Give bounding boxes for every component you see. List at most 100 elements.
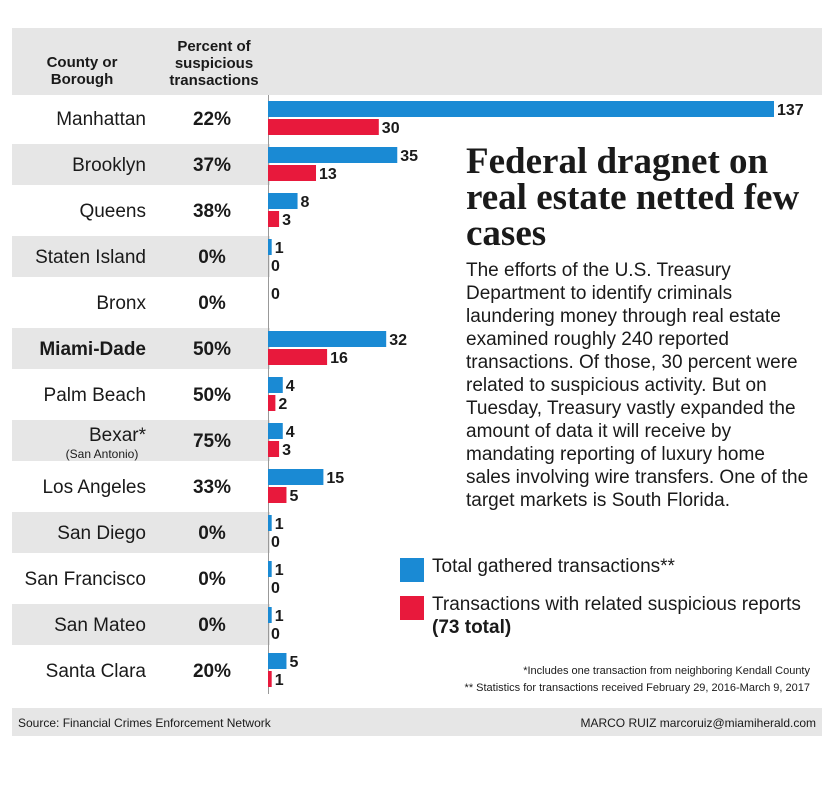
footnote-date-range: ** Statistics for transactions received … [464, 682, 810, 694]
legend-swatch-total [400, 558, 424, 582]
bar-suspicious [268, 211, 280, 227]
legend-swatch-suspicious [400, 596, 424, 620]
data-label-total: 4 [286, 378, 295, 395]
percent-value: 0% [198, 569, 226, 590]
table-row: Manhattan 22% [12, 98, 270, 139]
table-row: Palm Beach 50% [12, 374, 270, 415]
author-credit: MARCO RUIZ marcoruiz@miamiherald.com [580, 716, 816, 730]
data-label-total: 15 [326, 470, 344, 487]
bar-suspicious [268, 395, 276, 411]
column-header-band: County or Borough Percent of suspicious … [12, 28, 822, 95]
bar-axis-line [268, 95, 269, 694]
percent-value: 0% [198, 523, 226, 544]
data-label-total: 32 [389, 332, 407, 349]
table-row: Bronx 0% [12, 282, 270, 323]
chart-body-text: The efforts of the U.S. Treasury Departm… [466, 260, 809, 511]
county-name: Los Angeles [42, 477, 146, 498]
bar-suspicious [268, 119, 379, 135]
bar-suspicious [268, 349, 328, 365]
data-label-suspicious: 16 [330, 350, 348, 367]
bar-total [268, 239, 272, 255]
percent-value: 37% [192, 155, 232, 176]
data-label-suspicious: 1 [275, 672, 284, 689]
data-label-total: 4 [286, 424, 295, 441]
county-name: Bexar* [88, 425, 146, 446]
legend-label-total: Total gathered transactions** [432, 556, 675, 577]
bar-total [268, 377, 283, 393]
percent-value: 20% [192, 661, 232, 682]
bar-total [268, 331, 387, 347]
county-name: San Francisco [24, 569, 146, 590]
data-label-total: 137 [777, 102, 804, 119]
data-label-suspicious: 30 [382, 120, 400, 137]
data-label-suspicious: 0 [271, 626, 280, 643]
county-name: San Mateo [54, 615, 146, 636]
footer-band: Source: Financial Crimes Enforcement Net… [12, 708, 822, 736]
percent-value: 75% [192, 431, 232, 452]
bar-total [268, 423, 283, 439]
table-row: Queens 38% [12, 190, 270, 231]
data-label-suspicious: 5 [289, 488, 298, 505]
bar-suspicious [268, 487, 287, 503]
percent-value: 50% [192, 339, 232, 360]
percent-value: 0% [198, 293, 226, 314]
data-label-total: 1 [275, 240, 284, 257]
data-label-total: 1 [275, 608, 284, 625]
county-name: Staten Island [35, 247, 146, 268]
table-row: Brooklyn 37% [12, 144, 270, 185]
bar-total [268, 607, 272, 623]
bar-suspicious [268, 165, 317, 181]
bar-total [268, 101, 774, 117]
table-row: Santa Clara 20% [12, 650, 270, 691]
table-row: San Diego 0% [12, 512, 270, 553]
county-note: (San Antonio) [65, 447, 139, 461]
percent-value: 22% [192, 109, 232, 130]
data-label-total: 1 [275, 562, 284, 579]
data-label-total: 0 [271, 286, 280, 303]
data-label-suspicious: 0 [271, 580, 280, 597]
table-row: San Mateo 0% [12, 604, 270, 645]
data-label-suspicious: 13 [319, 166, 337, 183]
percent-column-header: Percent of suspicious transactions [169, 38, 259, 89]
table-row: Los Angeles 33% [12, 466, 270, 507]
data-label-suspicious: 3 [282, 212, 291, 229]
data-label-total: 5 [289, 654, 298, 671]
legend-label-suspicious: Transactions with related suspicious rep… [432, 594, 801, 638]
data-label-total: 1 [275, 516, 284, 533]
county-name: Bronx [96, 293, 146, 314]
county-name: Manhattan [56, 109, 146, 130]
data-label-total: 35 [400, 148, 418, 165]
percent-value: 0% [198, 247, 226, 268]
bar-total [268, 653, 287, 669]
table-row: San Francisco 0% [12, 558, 270, 599]
bar-total [268, 469, 324, 485]
bar-total [268, 515, 272, 531]
county-name: Miami-Dade [39, 339, 146, 360]
chart-title: Federal dragnet on real estate netted fe… [466, 141, 800, 254]
source-credit: Source: Financial Crimes Enforcement Net… [18, 716, 271, 730]
bar-total [268, 561, 272, 577]
county-name: San Diego [57, 523, 146, 544]
bar-total [268, 147, 398, 163]
table-row: Bexar* (San Antonio) 75% [12, 420, 270, 461]
bar-suspicious [268, 671, 272, 687]
county-name: Palm Beach [43, 385, 146, 406]
percent-value: 33% [192, 477, 232, 498]
bar-total [268, 193, 298, 209]
legend-suspicious-total: (73 total) [432, 617, 512, 638]
county-column-header: County or Borough [46, 54, 118, 88]
county-name: Queens [79, 201, 146, 222]
percent-value: 38% [192, 201, 232, 222]
county-name: Brooklyn [72, 155, 146, 176]
table-row: Staten Island 0% [12, 236, 270, 277]
data-label-suspicious: 0 [271, 258, 280, 275]
data-label-suspicious: 0 [271, 534, 280, 551]
percent-value: 50% [192, 385, 232, 406]
infographic: County or Borough Percent of suspicious … [12, 28, 822, 736]
data-label-total: 8 [301, 194, 310, 211]
county-name: Santa Clara [45, 661, 146, 682]
table-row: Miami-Dade 50% [12, 328, 270, 369]
data-label-suspicious: 2 [278, 396, 287, 413]
data-label-suspicious: 3 [282, 442, 291, 459]
